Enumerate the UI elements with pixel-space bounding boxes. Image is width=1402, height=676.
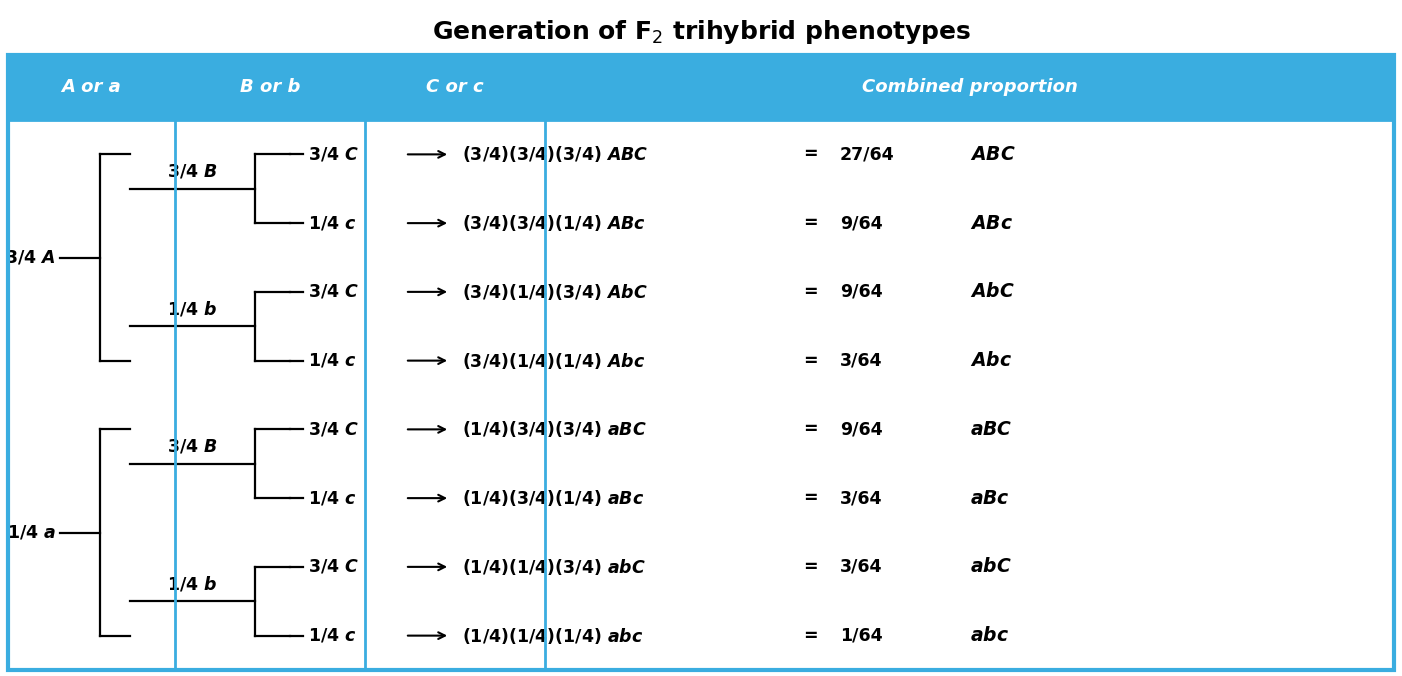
Text: $\bfit{AbC}$: $\bfit{AbC}$ [970,283,1015,301]
Text: (1/4)(3/4)(1/4) $\bfit{aBc}$: (1/4)(3/4)(1/4) $\bfit{aBc}$ [463,488,645,508]
Text: 1/4 $\bfit{b}$: 1/4 $\bfit{b}$ [167,574,217,594]
Text: 3/4 $\bfit{C}$: 3/4 $\bfit{C}$ [308,558,359,576]
Bar [8,55,1394,120]
Text: B or b: B or b [240,78,300,97]
Text: $\bfit{aBc}$: $\bfit{aBc}$ [970,489,1009,508]
Text: 9/64: 9/64 [840,420,883,438]
Text: (1/4)(3/4)(3/4) $\bfit{aBC}$: (1/4)(3/4)(3/4) $\bfit{aBC}$ [463,419,646,439]
Text: 3/4 $\bfit{B}$: 3/4 $\bfit{B}$ [167,163,217,180]
Text: 3/4 $\bfit{C}$: 3/4 $\bfit{C}$ [308,283,359,301]
Text: 3/4 $\bfit{C}$: 3/4 $\bfit{C}$ [308,145,359,164]
Text: 27/64: 27/64 [840,145,894,164]
Text: $\bfit{aBC}$: $\bfit{aBC}$ [970,420,1012,439]
Text: =: = [803,627,817,645]
Text: (3/4)(3/4)(1/4) $\bfit{ABc}$: (3/4)(3/4)(1/4) $\bfit{ABc}$ [463,213,646,233]
Text: 3/4 $\bfit{C}$: 3/4 $\bfit{C}$ [308,420,359,438]
Text: 3/64: 3/64 [840,558,882,576]
Text: $\bfit{ABC}$: $\bfit{ABC}$ [970,145,1015,164]
Text: 1/4 $\bfit{a}$: 1/4 $\bfit{a}$ [7,523,56,541]
Text: =: = [803,420,817,438]
Text: (3/4)(1/4)(3/4) $\bfit{AbC}$: (3/4)(1/4)(3/4) $\bfit{AbC}$ [463,282,648,302]
Text: $\bfit{ABc}$: $\bfit{ABc}$ [970,214,1012,233]
Text: $\bfit{abC}$: $\bfit{abC}$ [970,558,1012,577]
Text: =: = [803,352,817,370]
Text: C or c: C or c [426,78,484,97]
Text: 3/4 $\bfit{A}$: 3/4 $\bfit{A}$ [6,249,56,266]
Text: A or a: A or a [62,78,122,97]
Text: 3/64: 3/64 [840,352,882,370]
Text: Generation of F$_2$ trihybrid phenotypes: Generation of F$_2$ trihybrid phenotypes [432,18,970,46]
Text: (3/4)(1/4)(1/4) $\bfit{Abc}$: (3/4)(1/4)(1/4) $\bfit{Abc}$ [463,351,645,370]
Text: (3/4)(3/4)(3/4) $\bfit{ABC}$: (3/4)(3/4)(3/4) $\bfit{ABC}$ [463,145,649,164]
Text: 9/64: 9/64 [840,283,883,301]
Text: =: = [803,214,817,232]
Text: Combined proportion: Combined proportion [862,78,1078,97]
Text: (1/4)(1/4)(3/4) $\bfit{abC}$: (1/4)(1/4)(3/4) $\bfit{abC}$ [463,557,646,577]
Text: =: = [803,489,817,507]
Text: 1/64: 1/64 [840,627,883,645]
Text: 3/64: 3/64 [840,489,882,507]
Text: =: = [803,145,817,164]
Text: $\bfit{Abc}$: $\bfit{Abc}$ [970,351,1012,370]
Text: (1/4)(1/4)(1/4) $\bfit{abc}$: (1/4)(1/4)(1/4) $\bfit{abc}$ [463,625,644,646]
Bar [8,120,1394,670]
Text: 1/4 $\bfit{c}$: 1/4 $\bfit{c}$ [308,214,356,232]
Text: 1/4 $\bfit{c}$: 1/4 $\bfit{c}$ [308,489,356,507]
Text: $\bfit{abc}$: $\bfit{abc}$ [970,626,1009,645]
Text: 1/4 $\bfit{c}$: 1/4 $\bfit{c}$ [308,627,356,645]
Text: 1/4 $\bfit{b}$: 1/4 $\bfit{b}$ [167,299,217,318]
Text: 3/4 $\bfit{B}$: 3/4 $\bfit{B}$ [167,438,217,456]
Text: 9/64: 9/64 [840,214,883,232]
Text: =: = [803,558,817,576]
Text: 1/4 $\bfit{c}$: 1/4 $\bfit{c}$ [308,352,356,370]
Text: =: = [803,283,817,301]
